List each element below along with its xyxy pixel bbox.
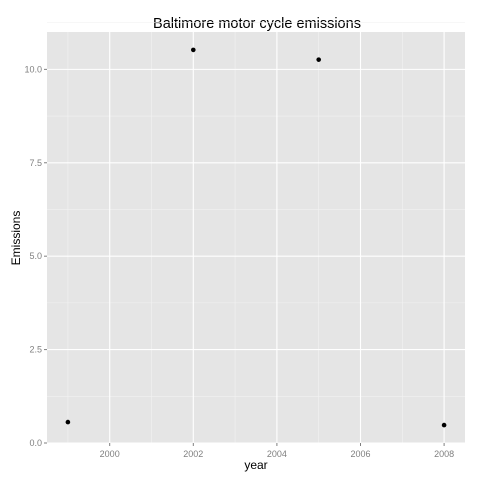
data-point <box>191 47 196 53</box>
x-tick-label: 2002 <box>183 449 203 459</box>
y-tick-label: 7.5 <box>29 158 42 168</box>
data-point <box>316 57 322 62</box>
tick-marks <box>44 68 445 446</box>
y-tick-label: 5.0 <box>29 251 42 261</box>
x-tick-label: 2000 <box>100 449 120 459</box>
plot-panel <box>47 32 465 443</box>
y-tick-label: 0.0 <box>29 438 42 448</box>
y-tick-label: 10.0 <box>24 64 42 74</box>
y-tick-labels: 0.0 2.5 5.0 7.5 10.0 <box>24 64 42 448</box>
grid-major <box>47 32 465 444</box>
x-tick-labels: 2000 2002 2004 2006 2008 <box>100 449 454 459</box>
x-tick-label: 2004 <box>267 449 287 459</box>
x-tick-label: 2008 <box>434 449 454 459</box>
y-axis-title: Emissions <box>9 211 23 266</box>
data-point <box>65 419 71 425</box>
x-axis-title: year <box>244 458 267 472</box>
y-tick-label: 2.5 <box>29 345 42 355</box>
data-points <box>65 47 447 428</box>
chart-title: Baltimore motor cycle emissions <box>153 16 361 32</box>
data-point <box>441 422 447 428</box>
x-tick-label: 2006 <box>350 449 370 459</box>
grid-minor <box>47 22 465 443</box>
